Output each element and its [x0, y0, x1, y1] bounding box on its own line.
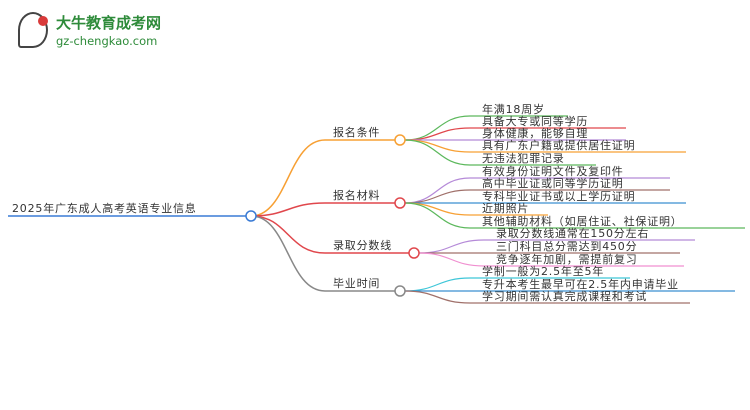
branch-label: 报名材料	[333, 188, 380, 202]
leaf-label: 其他辅助材料（如居住证、社保证明）	[482, 214, 683, 228]
leaf-label: 有效身份证明文件及复印件	[482, 164, 624, 178]
branch-connector	[250, 215, 326, 292]
branch-node	[394, 134, 406, 146]
branch-node	[394, 285, 406, 297]
leaf-connector	[404, 202, 471, 216]
branch-label: 录取分数线	[333, 238, 392, 252]
leaf-label: 近期照片	[482, 202, 529, 215]
leaf-label: 专科毕业证书或以上学历证明	[482, 189, 635, 203]
leaf-label: 无违法犯罪记录	[482, 151, 565, 165]
leaf-connector	[418, 239, 485, 254]
leaf-label: 竞争逐年加剧，需提前复习	[496, 252, 638, 266]
leaf-label: 高中毕业证或同等学历证明	[482, 176, 624, 190]
root-node	[245, 210, 257, 222]
leaf-label: 学习期间需认真完成课程和考试	[482, 289, 647, 303]
leaf-label: 学制一般为2.5年至5年	[482, 264, 604, 278]
leaf-label: 具有广东户籍或提供居住证明	[482, 138, 635, 152]
leaf-connector	[404, 202, 471, 229]
leaf-label: 专升本考生最早可在2.5年内申请毕业	[482, 277, 679, 291]
branch-connector	[250, 202, 326, 217]
branch-label: 毕业时间	[333, 277, 380, 290]
branch-label: 报名条件	[333, 125, 380, 139]
branch-connector	[250, 215, 326, 254]
leaf-label: 录取分数线通常在150分左右	[496, 226, 649, 240]
leaf-label: 年满18周岁	[482, 102, 545, 116]
root-label: 2025年广东成人高考英语专业信息	[12, 201, 197, 215]
leaf-connector	[404, 139, 471, 153]
logo-title: 大牛教育成考网	[56, 14, 162, 32]
leaf-connector	[404, 277, 471, 292]
leaf-label: 具备大专或同等学历	[482, 114, 588, 128]
leaf-connector	[404, 189, 471, 204]
logo-mark-icon	[18, 12, 48, 48]
leaf-connector	[404, 127, 471, 141]
branch-node	[408, 247, 420, 259]
leaf-connector	[404, 290, 471, 304]
leaf-label: 身体健康，能够自理	[482, 126, 588, 140]
leaf-connector	[418, 252, 485, 267]
leaf-connector	[404, 139, 471, 166]
branch-node	[394, 197, 406, 209]
logo: 大牛教育成考网 gz-chengkao.com	[18, 10, 178, 54]
branch-connector	[250, 139, 326, 217]
logo-url: gz-chengkao.com	[56, 34, 158, 48]
leaf-label: 三门科目总分需达到450分	[496, 239, 637, 253]
